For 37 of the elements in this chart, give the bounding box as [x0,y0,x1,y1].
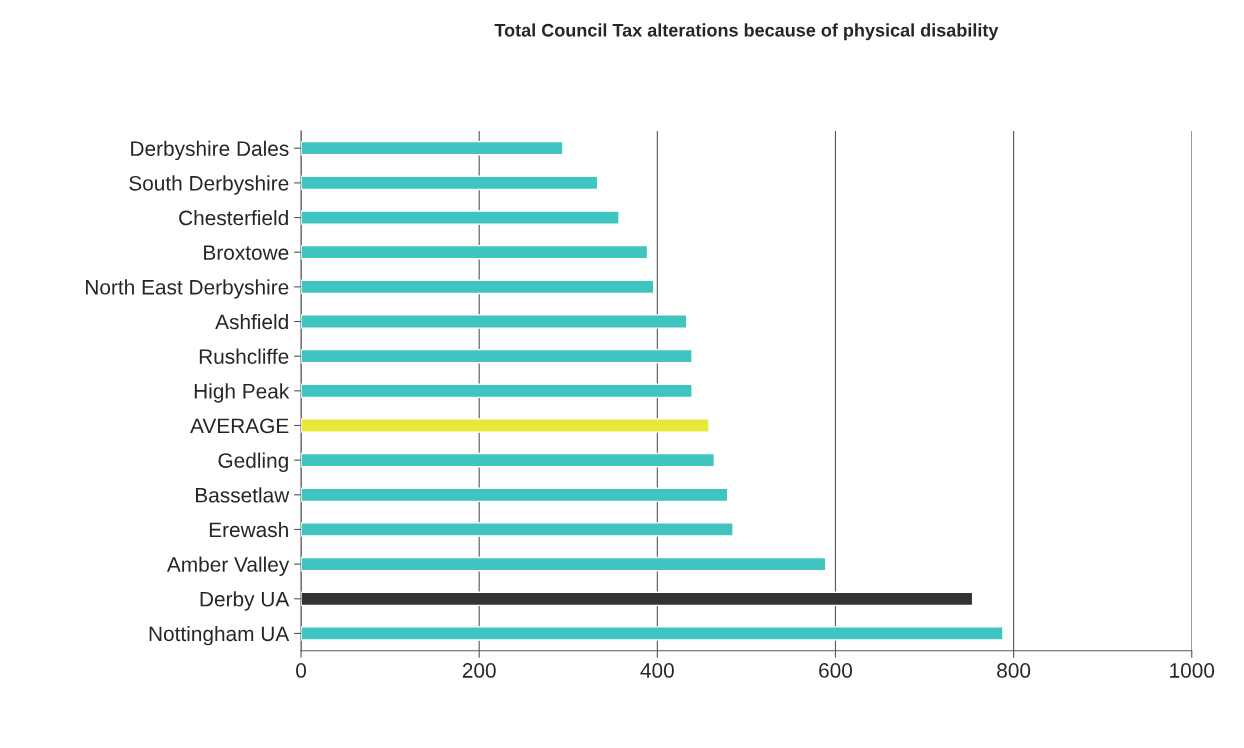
bar [301,140,564,156]
x-tick-label: 800 [997,663,1031,678]
x-tick-label: 1000 [1170,663,1215,678]
y-tick-label: Amber Valley [166,556,290,576]
bar [301,452,716,468]
bar [301,626,1004,641]
bar [301,383,693,399]
y-tick-label: South Derbyshire [129,175,289,195]
y-tick-label: High Peak [194,383,290,403]
y-tick-label: Chesterfield [179,209,288,226]
bar [301,556,827,572]
y-tick-label: Ashfield [215,313,288,330]
bar [301,522,734,537]
y-tick-label: North East Derbyshire [86,279,289,299]
y-tick-label: Broxtowe [204,245,289,260]
y-tick-label: Derbyshire Dales [131,140,289,161]
y-tick-label: Rushcliffe [199,348,289,364]
y-tick-label: Derby UA [200,591,290,611]
x-tick-label: 0 [296,663,307,678]
bar [301,279,655,295]
chart-title: Total Council Tax alterations because of physical disability [494,23,999,41]
y-tick-label: Gedling [218,452,288,473]
x-tick-label: 400 [640,663,674,678]
bar [301,418,710,433]
y-tick-label: Bassetlaw [196,487,290,503]
y-tick-label: Erewash [209,521,288,538]
bar [301,314,688,329]
x-tick-label: 200 [462,663,496,678]
bar [301,175,599,191]
y-tick-label: AVERAGE [190,418,289,434]
bar [301,487,729,503]
bar [301,210,620,225]
x-tick-label: 600 [819,663,853,678]
bar [301,591,974,607]
bar [301,244,649,260]
bar [301,348,693,364]
y-tick-label: Nottingham UA [149,625,290,646]
